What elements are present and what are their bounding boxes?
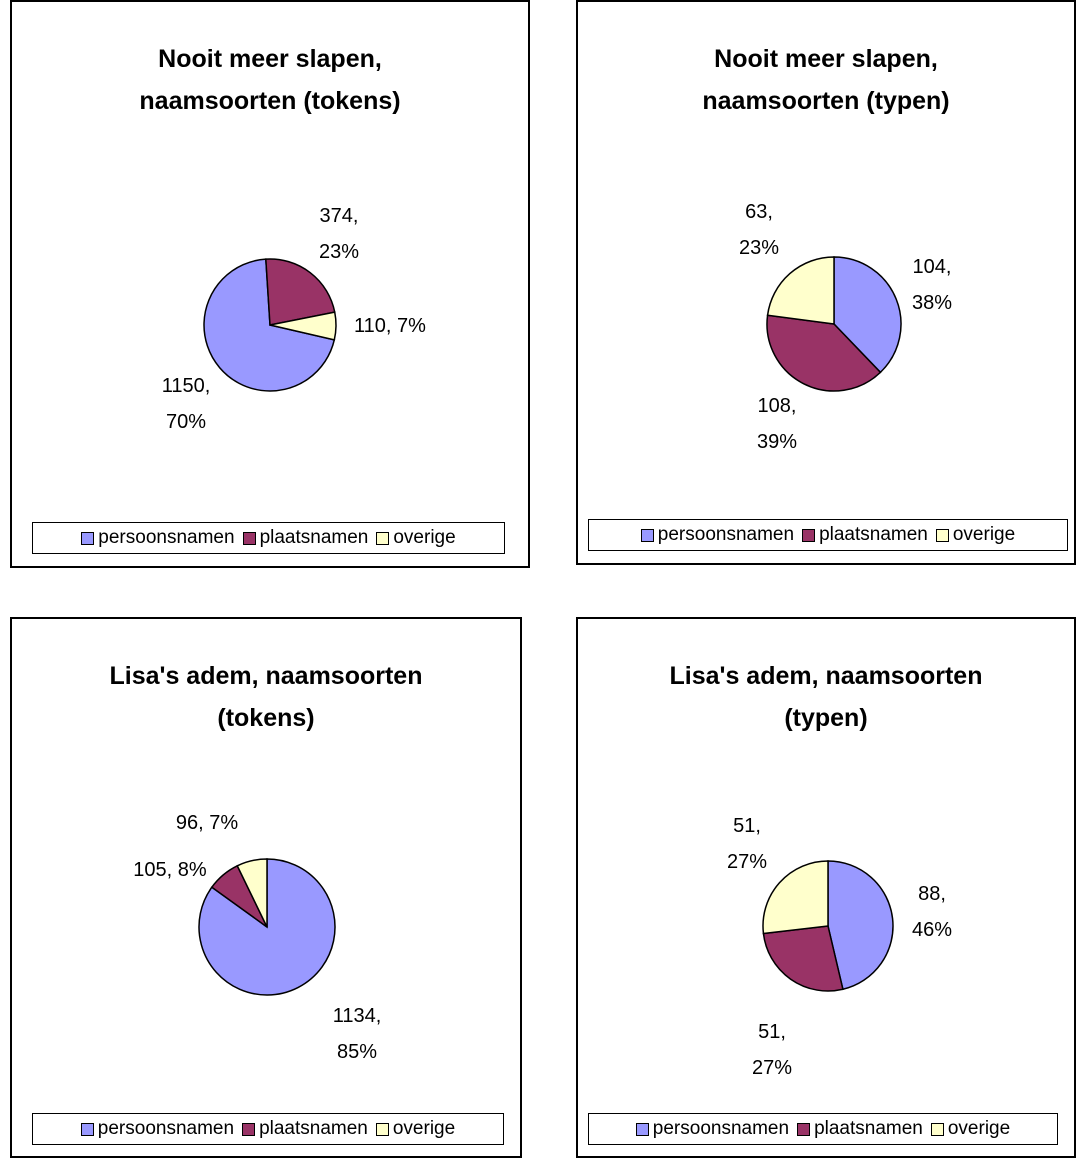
- pie: [203, 258, 337, 392]
- pie-slice: [766, 256, 835, 325]
- data-label: 105, 8%: [133, 859, 207, 881]
- chart-panel: Nooit meer slapen, naamsoorten (tokens) 1…: [10, 0, 530, 568]
- data-label: 1134, 85%: [332, 1005, 382, 1063]
- legend-item: overige: [930, 1118, 1011, 1140]
- legend-label: persoonsnamen: [97, 1118, 235, 1139]
- legend-item: plaatsnamen: [242, 1118, 368, 1140]
- legend: persoonsnamen plaatsnamen overige: [588, 519, 1068, 551]
- pie-slice: [236, 858, 268, 928]
- chart-title: Nooit meer slapen, naamsoorten (tokens): [139, 45, 401, 115]
- pie-slice: [269, 311, 337, 341]
- data-label: 51, 27%: [751, 1021, 793, 1079]
- legend-label: overige: [392, 1118, 456, 1139]
- data-label: 96, 7%: [175, 812, 239, 834]
- legend-label: plaatsnamen: [259, 1118, 368, 1139]
- data-label: 88, 46%: [911, 883, 953, 941]
- pie-slice: [762, 860, 829, 935]
- legend-swatch: [930, 1122, 944, 1136]
- legend-swatch: [640, 528, 654, 542]
- legend-label: persoonsnamen: [652, 1118, 790, 1139]
- chart-title: Nooit meer slapen, naamsoorten (typen): [702, 45, 950, 115]
- legend-label: overige: [947, 1118, 1011, 1139]
- legend-item: overige: [376, 527, 456, 549]
- legend-item: persoonsnamen: [640, 524, 795, 546]
- pie-slice: [762, 925, 844, 992]
- data-label: 51, 27%: [726, 815, 768, 873]
- legend-item: persoonsnamen: [81, 527, 235, 549]
- pie-slice: [833, 256, 902, 374]
- legend-swatch: [797, 1122, 811, 1136]
- legend-swatch: [242, 531, 256, 545]
- legend-item: plaatsnamen: [802, 524, 928, 546]
- legend-item: plaatsnamen: [797, 1118, 923, 1140]
- pie-slice: [203, 258, 336, 392]
- legend-swatch: [635, 1122, 649, 1136]
- legend-swatch: [375, 1122, 389, 1136]
- data-label: 110, 7%: [354, 315, 426, 337]
- data-label: 104, 38%: [911, 256, 953, 314]
- legend-label: overige: [952, 524, 1016, 545]
- legend-swatch: [80, 1122, 94, 1136]
- data-label: 374, 23%: [318, 205, 360, 263]
- legend-swatch: [935, 528, 949, 542]
- data-label: 108, 39%: [756, 395, 798, 453]
- legend-label: persoonsnamen: [98, 527, 235, 548]
- legend-item: persoonsnamen: [635, 1118, 790, 1140]
- legend-label: plaatsnamen: [814, 1118, 923, 1139]
- pie-slice: [827, 860, 894, 991]
- legend-swatch: [81, 531, 95, 545]
- chart-title: Lisa's adem, naamsoorten (typen): [669, 662, 983, 732]
- data-label: 1150, 70%: [161, 375, 211, 433]
- legend-label: plaatsnamen: [819, 524, 928, 545]
- legend-item: overige: [375, 1118, 456, 1140]
- legend-item: plaatsnamen: [242, 527, 369, 549]
- legend-swatch: [802, 528, 816, 542]
- legend-item: overige: [935, 524, 1016, 546]
- chart-panel: Lisa's adem, naamsoorten (tokens) 1134, 8…: [10, 617, 522, 1158]
- chart-title: Lisa's adem, naamsoorten (tokens): [109, 662, 423, 732]
- legend-label: persoonsnamen: [657, 524, 795, 545]
- chart-panel: Lisa's adem, naamsoorten (typen) 88, 46% 5…: [576, 617, 1076, 1158]
- legend-swatch: [376, 531, 390, 545]
- pie-slice: [265, 258, 336, 326]
- legend: persoonsnamen plaatsnamen overige: [588, 1113, 1058, 1145]
- legend: persoonsnamen plaatsnamen overige: [32, 522, 505, 554]
- pie: [198, 858, 336, 996]
- pie: [762, 860, 894, 992]
- legend: persoonsnamen plaatsnamen overige: [32, 1113, 504, 1145]
- chart-panel: Nooit meer slapen, naamsoorten (typen) 10…: [576, 0, 1076, 565]
- legend-label: overige: [393, 527, 456, 548]
- legend-item: persoonsnamen: [80, 1118, 235, 1140]
- pie: [766, 256, 902, 392]
- data-label: 63, 23%: [738, 201, 780, 259]
- legend-swatch: [242, 1122, 256, 1136]
- pie-slice: [766, 314, 882, 392]
- legend-label: plaatsnamen: [259, 527, 369, 548]
